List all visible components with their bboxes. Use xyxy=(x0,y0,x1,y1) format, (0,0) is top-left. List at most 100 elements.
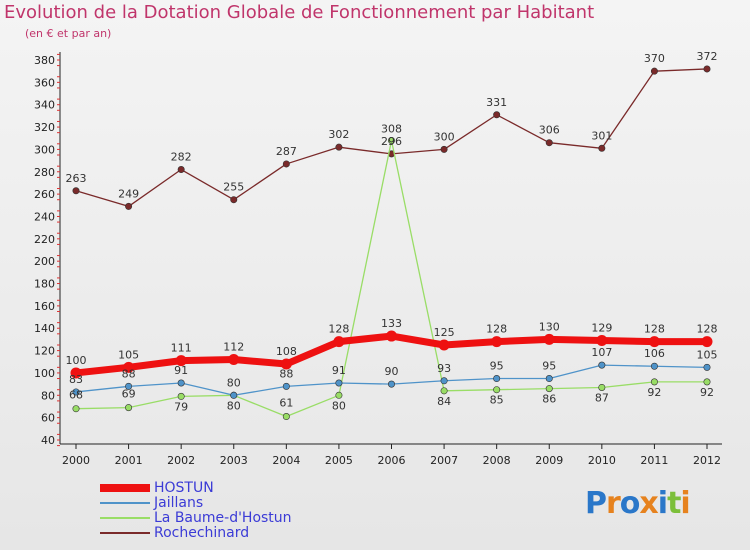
y-tick-label: 140 xyxy=(34,322,55,335)
y-tick-label: 60 xyxy=(41,412,55,425)
data-label: 88 xyxy=(279,367,293,380)
data-point xyxy=(125,202,133,210)
data-label: 68 xyxy=(69,389,83,402)
data-label: 91 xyxy=(174,364,188,377)
data-label: 133 xyxy=(381,317,402,330)
data-label: 100 xyxy=(66,354,87,367)
data-label: 263 xyxy=(66,172,87,185)
data-point xyxy=(177,392,185,400)
data-point xyxy=(335,379,343,387)
data-label: 331 xyxy=(486,96,507,109)
data-label: 128 xyxy=(328,323,349,336)
logo-letter: x xyxy=(639,486,658,521)
data-point xyxy=(598,361,606,369)
y-tick-label: 160 xyxy=(34,300,55,313)
data-label: 84 xyxy=(437,395,451,408)
data-label: 128 xyxy=(697,323,718,336)
legend-swatch-jaillans xyxy=(100,502,150,504)
data-point xyxy=(72,187,80,195)
data-point xyxy=(177,166,185,174)
data-label: 111 xyxy=(171,342,192,355)
data-label: 107 xyxy=(591,346,612,359)
data-label: 95 xyxy=(542,360,556,373)
y-tick-label: 340 xyxy=(34,99,55,112)
x-tick-label: 2002 xyxy=(167,454,195,467)
data-point xyxy=(175,355,187,367)
x-tick-label: 2011 xyxy=(640,454,668,467)
data-label: 129 xyxy=(591,322,612,335)
proxiti-logo: Proxiti xyxy=(585,486,691,521)
data-point xyxy=(280,358,292,370)
data-label: 308 xyxy=(381,122,402,135)
x-tick-label: 2008 xyxy=(483,454,511,467)
legend-swatch-la-baume xyxy=(100,517,150,519)
data-label: 92 xyxy=(700,386,714,399)
data-label: 80 xyxy=(332,399,346,412)
x-tick-label: 2004 xyxy=(272,454,300,467)
chart-title: Evolution de la Dotation Globale de Fonc… xyxy=(4,2,595,23)
data-point xyxy=(545,385,553,393)
y-tick-label: 260 xyxy=(34,188,55,201)
data-point xyxy=(72,405,80,413)
data-point xyxy=(493,375,501,383)
data-point xyxy=(650,67,658,75)
logo-letter: o xyxy=(619,486,641,521)
data-label: 85 xyxy=(490,394,504,407)
data-point xyxy=(125,404,133,412)
data-point xyxy=(491,336,503,348)
data-label: 128 xyxy=(644,323,665,336)
data-label: 372 xyxy=(697,50,718,63)
data-label: 255 xyxy=(223,181,244,194)
data-point xyxy=(650,378,658,386)
x-tick-label: 2003 xyxy=(220,454,248,467)
y-tick-label: 240 xyxy=(34,210,55,223)
data-point xyxy=(545,139,553,147)
data-point xyxy=(438,339,450,351)
y-tick-label: 380 xyxy=(34,54,55,67)
y-tick-label: 320 xyxy=(34,121,55,134)
data-label: 282 xyxy=(171,151,192,164)
y-tick-label: 360 xyxy=(34,76,55,89)
data-point xyxy=(282,160,290,168)
legend-swatch-rochechinard xyxy=(100,532,150,534)
data-label: 61 xyxy=(279,397,293,410)
data-point xyxy=(493,111,501,119)
x-tick-label: 2000 xyxy=(62,454,90,467)
y-tick-label: 80 xyxy=(41,389,55,402)
logo-letter: P xyxy=(585,486,607,521)
data-point xyxy=(230,196,238,204)
data-point xyxy=(72,388,80,396)
data-label: 80 xyxy=(227,376,241,389)
data-point xyxy=(703,378,711,386)
y-tick-label: 300 xyxy=(34,143,55,156)
data-point xyxy=(648,336,660,348)
data-point xyxy=(543,333,555,345)
data-label: 92 xyxy=(647,386,661,399)
logo-letter: i xyxy=(680,486,690,521)
data-label: 105 xyxy=(697,348,718,361)
data-label: 301 xyxy=(591,129,612,142)
data-label: 302 xyxy=(328,128,349,141)
data-point xyxy=(701,336,713,348)
data-label: 249 xyxy=(118,187,139,200)
data-label: 95 xyxy=(490,360,504,373)
x-tick-label: 2009 xyxy=(535,454,563,467)
data-label: 69 xyxy=(122,388,136,401)
data-label: 90 xyxy=(385,365,399,378)
y-tick-label: 280 xyxy=(34,166,55,179)
y-tick-label: 180 xyxy=(34,278,55,291)
data-point xyxy=(386,330,397,342)
data-point xyxy=(333,336,345,348)
data-label: 130 xyxy=(539,320,560,333)
data-label: 87 xyxy=(595,391,609,404)
data-label: 79 xyxy=(174,400,188,413)
x-tick-label: 2007 xyxy=(430,454,458,467)
data-label: 128 xyxy=(486,323,507,336)
data-point xyxy=(282,382,290,390)
y-tick-label: 220 xyxy=(34,233,55,246)
data-point xyxy=(650,362,658,370)
data-label: 88 xyxy=(122,367,136,380)
data-label: 80 xyxy=(227,399,241,412)
data-label: 306 xyxy=(539,124,560,137)
data-point xyxy=(598,144,606,152)
